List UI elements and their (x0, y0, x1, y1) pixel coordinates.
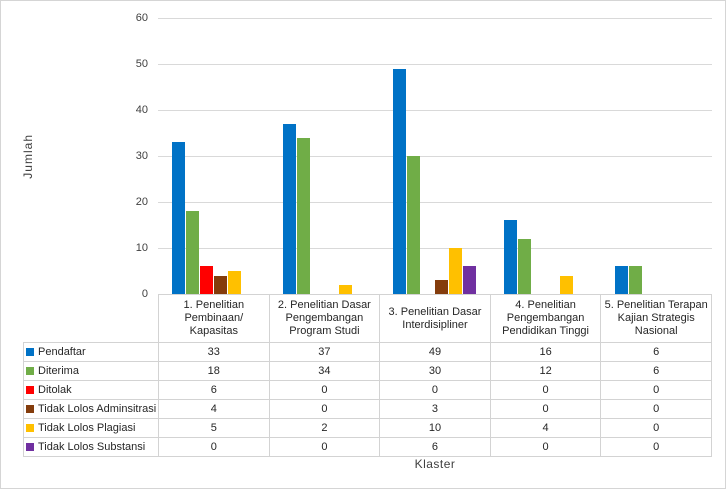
value-tidak-lolos-adminsitrasi-cat2: 0 (268, 399, 381, 419)
category-header-4: 4. Penelitian Pengembangan Pendidikan Ti… (489, 294, 602, 343)
legend-key-icon (26, 367, 34, 375)
data-table-corner-cell (23, 294, 159, 343)
value-diterima-cat4: 12 (489, 361, 602, 381)
value-tidak-lolos-adminsitrasi-cat1: 4 (158, 399, 270, 419)
table-row-diterima: Diterima 18 34 30 12 6 (23, 361, 712, 381)
gridline-y-60 (158, 17, 712, 19)
value-tidak-lolos-plagiasi-cat1: 5 (158, 418, 270, 438)
category-group-4 (490, 18, 601, 294)
table-row-ditolak: Ditolak 6 0 0 0 0 (23, 380, 712, 400)
gridline-y-50 (158, 63, 712, 65)
y-tick-label-20: 20 (135, 196, 148, 208)
category-header-1: 1. Penelitian Pembinaan/ Kapasitas (158, 294, 270, 343)
series-label-ditolak: Ditolak (23, 380, 159, 400)
category-group-5 (601, 18, 712, 294)
table-row-tidak-lolos-adminsitrasi: Tidak Lolos Adminsitrasi 4 0 3 0 0 (23, 399, 712, 419)
series-label-tidak-lolos-adminsitrasi: Tidak Lolos Adminsitrasi (23, 399, 159, 419)
value-tidak-lolos-plagiasi-cat3: 10 (379, 418, 491, 438)
value-tidak-lolos-substansi-cat2: 0 (268, 437, 381, 457)
legend-key-icon (26, 443, 34, 451)
legend-key-icon (26, 386, 34, 394)
value-tidak-lolos-substansi-cat4: 0 (489, 437, 602, 457)
bar-tidak-lolos-adminsitrasi[interactable] (435, 280, 449, 294)
bar-pendaftar[interactable] (504, 220, 518, 294)
legend-key-icon (26, 348, 34, 356)
y-axis-tick-labels: 0 10 20 30 40 50 60 (1, 12, 151, 300)
value-ditolak-cat5: 0 (600, 380, 712, 400)
category-header-3: 3. Penelitian Dasar Interdisipliner (379, 294, 491, 343)
value-diterima-cat2: 34 (268, 361, 381, 381)
category-group-3 (380, 18, 491, 294)
bar-tidak-lolos-plagiasi[interactable] (449, 248, 463, 294)
value-tidak-lolos-plagiasi-cat5: 0 (600, 418, 712, 438)
value-tidak-lolos-substansi-cat3: 6 (379, 437, 491, 457)
bar-tidak-lolos-plagiasi[interactable] (227, 271, 241, 294)
bar-tidak-lolos-substansi[interactable] (463, 266, 477, 294)
plot-area (158, 17, 712, 295)
value-pendaftar-cat1: 33 (158, 342, 270, 362)
y-tick-label-30: 30 (135, 150, 148, 162)
data-table-body: Pendaftar 33 37 49 16 6 Diterima 18 34 30 12 6 Ditol… (23, 342, 712, 457)
value-tidak-lolos-adminsitrasi-cat5: 0 (600, 399, 712, 419)
series-label-tidak-lolos-plagiasi: Tidak Lolos Plagiasi (23, 418, 159, 438)
value-tidak-lolos-plagiasi-cat4: 4 (489, 418, 602, 438)
legend-key-icon (26, 405, 34, 413)
gridline-y-20 (158, 201, 712, 203)
value-diterima-cat1: 18 (158, 361, 270, 381)
value-ditolak-cat3: 0 (379, 380, 491, 400)
legend-key-icon (26, 424, 34, 432)
bar-tidak-lolos-plagiasi[interactable] (338, 284, 352, 294)
bar-pendaftar[interactable] (615, 266, 629, 294)
bars-layer (158, 18, 712, 294)
y-tick-label-40: 40 (135, 104, 148, 116)
value-pendaftar-cat5: 6 (600, 342, 712, 362)
table-row-tidak-lolos-substansi: Tidak Lolos Substansi 0 0 6 0 0 (23, 437, 712, 457)
value-diterima-cat5: 6 (600, 361, 712, 381)
value-tidak-lolos-substansi-cat5: 0 (600, 437, 712, 457)
y-tick-label-0: 0 (141, 288, 148, 300)
value-tidak-lolos-adminsitrasi-cat4: 0 (489, 399, 602, 419)
bar-tidak-lolos-plagiasi[interactable] (560, 275, 574, 294)
gridline-y-10 (158, 247, 712, 249)
value-ditolak-cat4: 0 (489, 380, 602, 400)
bar-diterima[interactable] (407, 156, 421, 294)
bar-pendaftar[interactable] (393, 68, 407, 294)
bar-ditolak[interactable] (199, 266, 213, 294)
y-tick-label-60: 60 (135, 12, 148, 24)
gridline-y-40 (158, 109, 712, 111)
y-tick-label-10: 10 (135, 242, 148, 254)
value-tidak-lolos-adminsitrasi-cat3: 3 (379, 399, 491, 419)
category-header-5: 5. Penelitian Terapan Kajian Strategis N… (600, 294, 712, 343)
gridline-y-30 (158, 155, 712, 157)
bar-diterima[interactable] (296, 137, 310, 294)
value-pendaftar-cat3: 49 (379, 342, 491, 362)
bar-tidak-lolos-adminsitrasi[interactable] (213, 275, 227, 294)
chart-data-table: 1. Penelitian Pembinaan/ Kapasitas 2. Pen… (23, 294, 712, 457)
value-pendaftar-cat2: 37 (268, 342, 381, 362)
bar-pendaftar[interactable] (282, 123, 296, 294)
value-tidak-lolos-substansi-cat1: 0 (158, 437, 270, 457)
table-row-pendaftar: Pendaftar 33 37 49 16 6 (23, 342, 712, 362)
y-tick-label-50: 50 (135, 58, 148, 70)
category-group-1 (158, 18, 269, 294)
series-label-diterima: Diterima (23, 361, 159, 381)
value-ditolak-cat1: 6 (158, 380, 270, 400)
series-label-tidak-lolos-substansi: Tidak Lolos Substansi (23, 437, 159, 457)
bar-diterima[interactable] (629, 266, 643, 294)
series-label-pendaftar: Pendaftar (23, 342, 159, 362)
value-ditolak-cat2: 0 (268, 380, 381, 400)
data-table-header: 1. Penelitian Pembinaan/ Kapasitas 2. Pen… (23, 294, 712, 343)
value-pendaftar-cat4: 16 (489, 342, 602, 362)
value-diterima-cat3: 30 (379, 361, 491, 381)
table-row-tidak-lolos-plagiasi: Tidak Lolos Plagiasi 5 2 10 4 0 (23, 418, 712, 438)
category-group-2 (269, 18, 380, 294)
category-header-2: 2. Penelitian Dasar Pengembangan Program… (268, 294, 381, 343)
bar-diterima[interactable] (518, 238, 532, 294)
bar-diterima[interactable] (185, 211, 199, 294)
bar-pendaftar[interactable] (171, 142, 185, 294)
value-tidak-lolos-plagiasi-cat2: 2 (268, 418, 381, 438)
x-axis-title: Klaster (414, 457, 456, 471)
